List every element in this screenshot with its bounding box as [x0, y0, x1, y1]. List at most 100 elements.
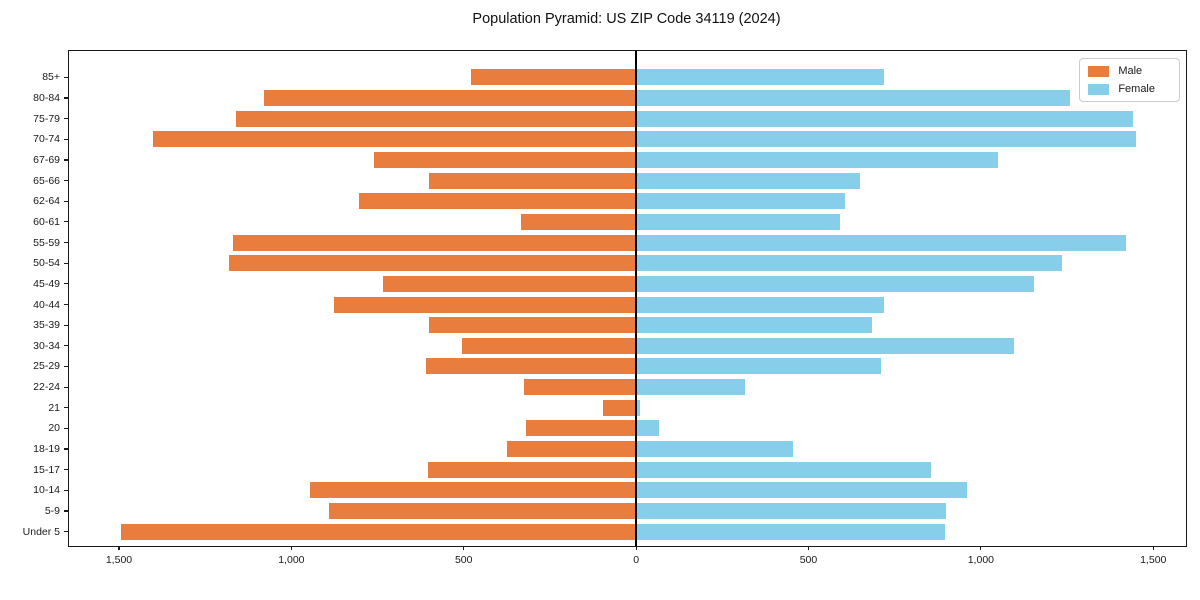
- male-bar: [374, 151, 637, 168]
- x-axis-tick: [980, 546, 982, 550]
- y-axis-label: 21: [48, 401, 60, 414]
- y-axis-label: 80-84: [33, 91, 60, 104]
- x-axis-tick: [1152, 546, 1154, 550]
- y-axis-label: 45-49: [33, 277, 60, 290]
- y-axis-tick: [64, 303, 68, 306]
- female-bar: [636, 420, 659, 437]
- x-axis-label: 500: [454, 554, 473, 566]
- female-bar: [636, 69, 885, 86]
- legend-label-male: Male: [1118, 65, 1143, 77]
- female-bar: [636, 358, 881, 375]
- x-axis-tick: [290, 546, 292, 550]
- male-bar: [603, 399, 637, 416]
- y-axis-tick: [64, 469, 68, 471]
- x-axis-label: 0: [633, 554, 640, 566]
- y-axis-label: 20: [48, 422, 60, 435]
- male-bar: [153, 131, 637, 148]
- zero-axis-line: [635, 51, 637, 546]
- x-axis-label: 1,500: [1140, 554, 1167, 566]
- y-axis-tick: [64, 324, 68, 326]
- legend-label-female: Female: [1118, 83, 1155, 95]
- y-axis-label: 22-24: [33, 381, 60, 394]
- male-bar: [429, 172, 637, 189]
- female-bar: [636, 399, 640, 416]
- female-bar: [636, 131, 1136, 148]
- male-bar: [462, 337, 637, 354]
- y-axis-label: 25-29: [33, 360, 60, 373]
- y-axis-label: 67-69: [33, 153, 60, 166]
- y-axis-tick: [64, 138, 68, 140]
- plot-area: Male Female 85+ 80-84 75-79 70-74 67-69 65-66…: [23, 50, 1187, 566]
- y-axis-tick: [64, 221, 68, 223]
- male-bar: [358, 193, 637, 210]
- female-bar: [636, 275, 1035, 292]
- female-bar: [636, 337, 1014, 354]
- y-axis-label: 5-9: [44, 505, 60, 518]
- y-axis-label: 75-79: [33, 112, 60, 125]
- male-bar: [236, 110, 637, 127]
- male-bar: [525, 420, 637, 437]
- y-axis-tick: [64, 179, 68, 182]
- y-axis-tick: [64, 97, 68, 99]
- y-axis-tick: [64, 407, 68, 409]
- female-bar: [636, 296, 885, 313]
- male-bar: [382, 275, 637, 292]
- y-axis-tick: [64, 283, 68, 285]
- y-axis-label: 85+: [42, 71, 60, 84]
- male-bar: [263, 89, 637, 106]
- legend-item-female: Female: [1088, 83, 1169, 95]
- legend: Male Female: [1079, 58, 1180, 102]
- y-axis-label: 15-17: [33, 463, 60, 476]
- y-axis-label: 62-64: [33, 195, 60, 208]
- male-color-swatch: [1088, 65, 1110, 77]
- y-axis-label: 30-34: [33, 339, 60, 352]
- y-axis-label: 60-61: [33, 215, 60, 228]
- y-axis-label: 55-59: [33, 236, 60, 249]
- y-axis-tick: [64, 118, 68, 120]
- male-bar: [425, 358, 637, 375]
- y-axis-tick: [64, 241, 68, 244]
- male-bar: [232, 234, 637, 251]
- y-axis-tick: [64, 489, 68, 491]
- female-bar: [636, 151, 999, 168]
- male-bar: [329, 503, 637, 520]
- y-axis-tick: [64, 427, 68, 429]
- female-bar: [636, 193, 845, 210]
- female-bar: [636, 379, 745, 396]
- x-axis-label: 1,500: [105, 554, 133, 566]
- male-bar: [310, 482, 637, 499]
- male-bar: [120, 523, 637, 540]
- male-bar: [334, 296, 637, 313]
- x-axis-label: 500: [799, 554, 818, 566]
- female-bar: [636, 482, 968, 499]
- y-axis-tick: [64, 510, 68, 512]
- y-axis-tick: [64, 531, 68, 533]
- female-bar: [636, 213, 840, 230]
- x-axis-label: 1,000: [967, 554, 994, 566]
- female-bar: [636, 234, 1126, 251]
- y-axis-tick: [64, 386, 68, 388]
- y-axis-label: 65-66: [33, 174, 60, 187]
- y-axis-tick: [64, 76, 68, 78]
- female-bar: [636, 503, 947, 520]
- y-axis-tick: [64, 159, 68, 161]
- female-bar: [636, 110, 1133, 127]
- y-axis-tick: [64, 365, 68, 368]
- female-bar: [636, 317, 873, 334]
- male-bar: [506, 441, 637, 458]
- male-bar: [229, 255, 637, 272]
- female-bar: [636, 461, 931, 478]
- x-axis-tick: [463, 546, 465, 550]
- female-bar: [636, 255, 1062, 272]
- female-color-swatch: [1088, 83, 1110, 95]
- y-axis-label: 40-44: [33, 298, 60, 311]
- male-bar: [429, 317, 637, 334]
- male-bar: [470, 69, 637, 86]
- y-axis-tick: [64, 262, 68, 264]
- y-axis-tick: [64, 345, 68, 347]
- female-bar: [636, 441, 793, 458]
- male-bar: [427, 461, 637, 478]
- chart-title: Population Pyramid: US ZIP Code 34119 (2…: [472, 11, 781, 27]
- y-axis-label: Under 5: [22, 525, 60, 538]
